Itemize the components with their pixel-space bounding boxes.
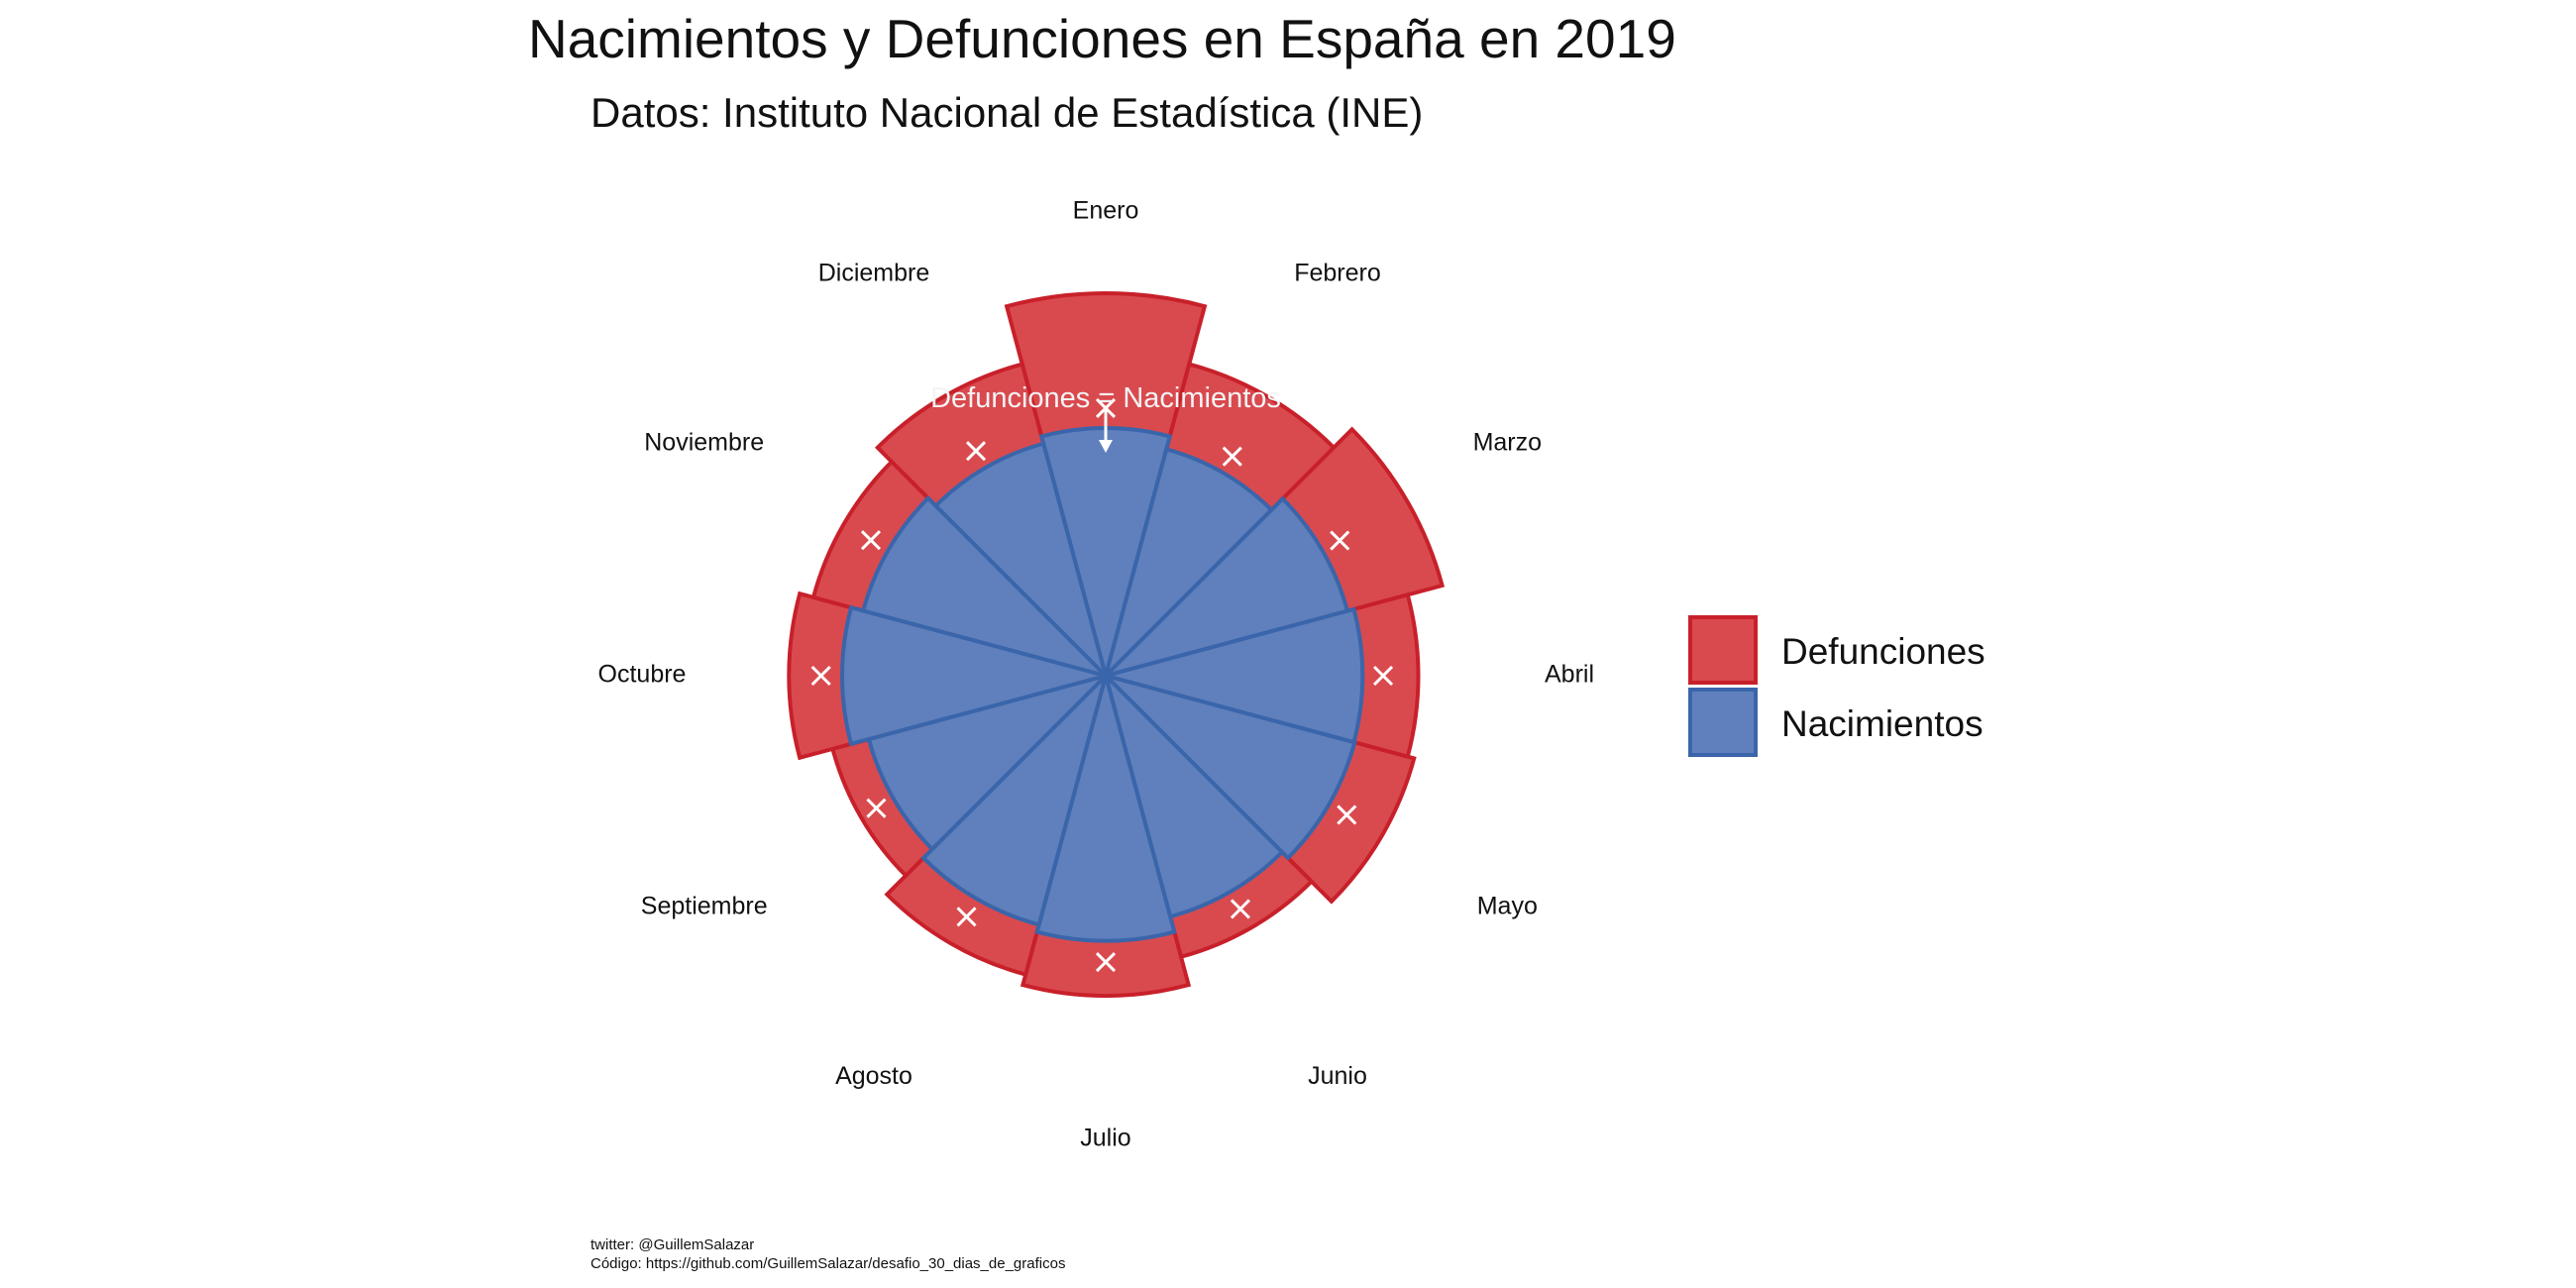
legend-swatch-nacimientos (1688, 688, 1758, 757)
month-label-agosto: Agosto (835, 1062, 912, 1090)
month-label-mayo: Mayo (1477, 893, 1538, 920)
month-labels: Enero Febrero Marzo Abril Mayo Junio Julio Agos… (598, 197, 1594, 1152)
month-label-abril: Abril (1545, 661, 1594, 689)
caption-code-url: Código: https://github.com/GuillemSalaza… (590, 1255, 1065, 1272)
legend: Defunciones Nacimientos (1688, 615, 1986, 757)
month-label-diciembre: Diciembre (818, 259, 930, 286)
legend-label-defunciones: Defunciones (1781, 631, 1986, 672)
legend-label-nacimientos: Nacimientos (1781, 703, 1984, 744)
equality-marker-agosto (956, 907, 977, 927)
month-label-marzo: Marzo (1473, 429, 1542, 457)
equality-marker-abril (1372, 665, 1394, 687)
nacimientos-bar-abril (1098, 606, 1365, 745)
annotation-arrow-head (1099, 440, 1113, 453)
nacimientos-bar-noviembre (860, 494, 1113, 680)
equality-marker-mayo (1337, 805, 1357, 825)
nacimientos-bar-agosto (920, 669, 1110, 927)
nacimientos-bar-junio (1102, 669, 1285, 919)
nacimientos-series (840, 425, 1365, 943)
equality-markers (810, 397, 1394, 973)
legend-swatch-defunciones (1688, 615, 1758, 685)
caption-twitter: twitter: @GuillemSalazar (590, 1236, 754, 1253)
equality-marker-julio (1095, 952, 1117, 973)
equality-marker-enero (1095, 397, 1117, 418)
nacimientos-bar-mayo (1099, 672, 1357, 861)
nacimientos-bar-julio (1034, 668, 1177, 943)
equality-marker-octubre (810, 665, 831, 687)
chart-title: Nacimientos y Defunciones en España en 2… (528, 8, 1676, 69)
month-label-noviembre: Noviembre (644, 429, 764, 457)
month-label-febrero: Febrero (1294, 259, 1381, 286)
annotation: Defunciones = Nacimientos (930, 382, 1281, 453)
nacimientos-bar-diciembre (932, 441, 1110, 683)
nacimientos-bar-octubre (840, 604, 1114, 747)
month-label-junio: Junio (1308, 1062, 1367, 1090)
equality-marker-junio (1230, 899, 1251, 919)
month-label-enero: Enero (1073, 197, 1139, 225)
equality-marker-febrero (1222, 446, 1242, 467)
annotation-text: Defunciones = Nacimientos (930, 382, 1281, 414)
nacimientos-bar-marzo (1099, 495, 1350, 680)
equality-marker-septiembre (866, 798, 887, 818)
equality-marker-marzo (1330, 530, 1350, 551)
chart-subtitle: Datos: Instituto Nacional de Estadística… (590, 89, 1423, 136)
equality-marker-diciembre (965, 441, 987, 462)
month-label-julio: Julio (1080, 1125, 1130, 1152)
nacimientos-bar-febrero (1102, 446, 1275, 683)
nacimientos-bar-septiembre (866, 672, 1113, 852)
month-label-septiembre: Septiembre (641, 893, 768, 920)
equality-marker-noviembre (860, 530, 882, 551)
month-label-octubre: Octubre (598, 661, 687, 689)
